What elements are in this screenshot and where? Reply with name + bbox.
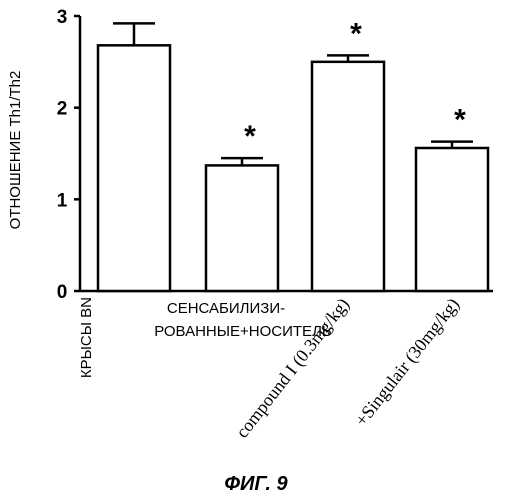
bar [312, 62, 384, 291]
significance-star: * [244, 120, 256, 153]
y-tick-label: 1 [57, 190, 68, 211]
bar [206, 165, 278, 291]
bar [98, 45, 170, 291]
bar [416, 148, 488, 291]
category-label-singulair: +Singulair (30mg/kg) [351, 294, 464, 430]
significance-star: * [454, 104, 466, 137]
y-tick-label: 2 [57, 99, 68, 120]
bars [98, 45, 488, 291]
y-tick-label: 3 [57, 7, 68, 28]
y-axis-label: ОТНОШЕНИЕ Th1/Th2 [7, 71, 24, 230]
significance-star: * [350, 17, 362, 50]
y-ticks: 0 1 2 3 [57, 7, 80, 303]
y-tick-label: 0 [57, 282, 68, 303]
figure-caption: ФИГ. 9 [224, 473, 288, 495]
category-label-bn-rats: КРЫСЫ BN [78, 297, 95, 378]
category-label-sensitized-line1: СЕНСАБИЛИЗИ- [167, 300, 285, 317]
